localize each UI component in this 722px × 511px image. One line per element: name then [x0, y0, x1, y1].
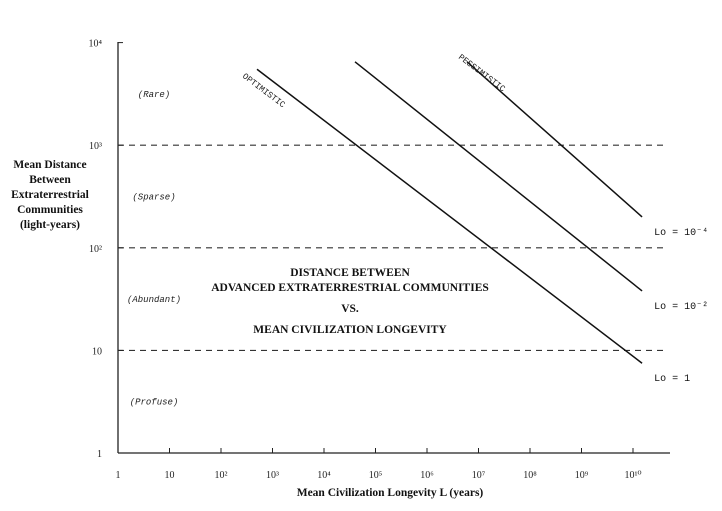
region-label: (Profuse): [130, 398, 179, 408]
x-tick-label: 10⁸: [523, 470, 537, 481]
series-line: [466, 61, 643, 218]
series-lines: Lo = 1 Lo = 10⁻² Lo = 10⁻⁴: [256, 61, 708, 385]
chart-title: DISTANCE BETWEEN ADVANCED EXTRATERRESTRI…: [185, 266, 515, 338]
chart-title-line: VS.: [341, 303, 359, 315]
y-axis-label-line: Extraterrestrial: [11, 189, 89, 201]
series-end-label: Lo = 10⁻²: [654, 302, 708, 313]
x-tick-label: 1: [116, 470, 121, 481]
series-line: [354, 61, 643, 292]
x-tick-label: 10⁶: [420, 470, 434, 481]
x-axis-label: Mean Civilization Longevity L (years): [296, 487, 484, 499]
y-ticks: 1 10 10² 10³ 10⁴: [89, 39, 123, 460]
x-tick-label: 10²: [215, 470, 228, 481]
chart-title-line: ADVANCED EXTRATERRESTRIAL COMMUNITIES: [211, 282, 489, 294]
y-axis-label-line: Communities: [17, 204, 83, 216]
optimistic-annotation: OPTIMISTIC: [240, 71, 287, 110]
y-tick-label: 10³: [89, 141, 102, 152]
reference-lines: [118, 144, 665, 351]
y-axis-label-line: Mean Distance: [13, 159, 87, 171]
region-label: (Abundant): [127, 295, 181, 305]
pessimistic-annotation: PESSIMISTIC: [456, 52, 507, 94]
series-line: [256, 68, 643, 364]
x-tick-label: 10¹⁰: [624, 470, 641, 481]
x-tick-label: 10⁵: [369, 470, 383, 481]
x-tick-label: 10⁷: [472, 470, 486, 481]
y-tick-label: 10: [92, 346, 102, 357]
x-tick-label: 10: [165, 470, 175, 481]
x-tick-label: 10³: [266, 470, 279, 481]
series-end-label: Lo = 10⁻⁴: [654, 227, 708, 239]
y-tick-label: 10⁴: [89, 39, 103, 50]
density-regions: (Rare) (Sparse) (Abundant) (Profuse): [127, 90, 181, 408]
x-tick-label: 10⁹: [575, 470, 589, 481]
y-axis-label-line: Between: [29, 174, 71, 186]
region-label: (Rare): [138, 90, 170, 100]
chart-title-line: DISTANCE BETWEEN: [290, 267, 410, 279]
chart-title-line: MEAN CIVILIZATION LONGEVITY: [253, 324, 447, 336]
y-axis-label-line: (light-years): [19, 219, 81, 231]
region-label: (Sparse): [132, 193, 175, 203]
y-tick-label: 1: [97, 449, 102, 460]
y-axis-label: Mean Distance Between Extraterrestrial C…: [0, 158, 100, 233]
series-end-label: Lo = 1: [654, 374, 690, 385]
y-tick-label: 10²: [89, 244, 102, 255]
x-ticks: 1 10 10² 10³ 10⁴ 10⁵ 10⁶ 10⁷ 10⁸ 10⁹ 10¹⁰: [116, 448, 642, 481]
x-tick-label: 10⁴: [317, 470, 331, 481]
